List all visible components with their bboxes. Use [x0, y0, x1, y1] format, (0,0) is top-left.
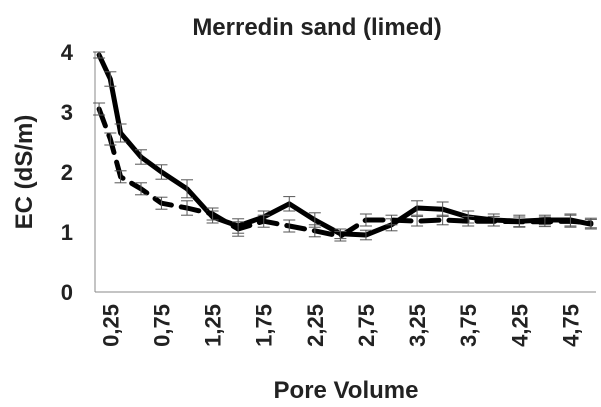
- series-solid: [93, 51, 597, 241]
- x-tick-label: 2,75: [354, 304, 379, 347]
- y-tick-label: 3: [61, 100, 73, 125]
- x-tick-label: 0,75: [149, 304, 174, 347]
- series-group: [93, 51, 597, 242]
- tick-labels: 0 1 2 3 4 0,25 0,75 1,25 1,75 2,25 2,75 3,25 3,75 4,2…: [61, 40, 584, 347]
- x-tick-label: 2,25: [303, 304, 328, 347]
- y-tick-label: 0: [61, 280, 73, 305]
- x-tick-label: 3,25: [405, 304, 430, 347]
- y-tick-label: 1: [61, 220, 73, 245]
- chart-title: Merredin sand (limed): [192, 14, 441, 41]
- solid-series-line: [96, 52, 594, 238]
- x-tick-label: 1,25: [201, 304, 226, 347]
- x-tick-label: 4,75: [558, 304, 583, 347]
- y-tick-label: 2: [61, 160, 73, 185]
- x-axis-label: Pore Volume: [274, 377, 419, 404]
- y-tick-label: 4: [61, 40, 74, 65]
- y-axis-label: EC (dS/m): [11, 115, 38, 230]
- series-dashed: [93, 102, 597, 242]
- x-tick-label: 3,75: [456, 304, 481, 347]
- x-tick-label: 0,25: [98, 304, 123, 347]
- x-tick-label: 4,25: [507, 304, 532, 347]
- dashed-series-line: [96, 106, 594, 239]
- axes: [94, 52, 596, 293]
- x-tick-label: 1,75: [252, 304, 277, 347]
